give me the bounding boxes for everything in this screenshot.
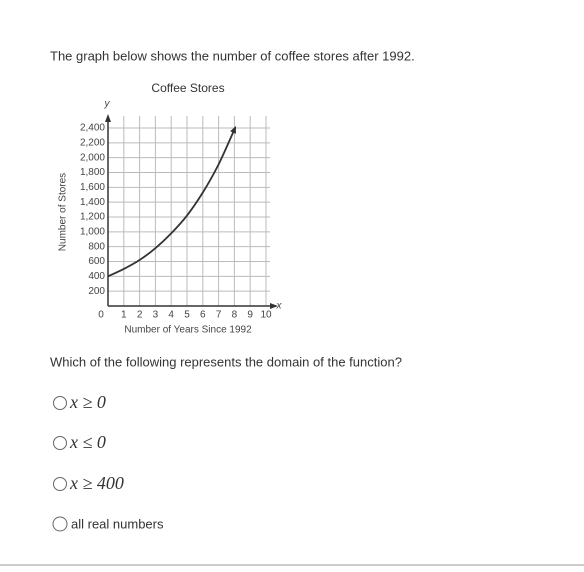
radio-button[interactable] xyxy=(53,436,67,450)
x-tick-label: 8 xyxy=(232,310,238,321)
x-tick-label: 7 xyxy=(216,310,222,321)
chart-title: Coffee Stores xyxy=(151,81,224,95)
y-tick-label: 2,200 xyxy=(80,137,105,148)
y-tick-label: 1,200 xyxy=(80,212,105,223)
x-axis-arrow xyxy=(270,303,278,309)
y-tick-label: 2,400 xyxy=(80,123,105,134)
x-tick-label: 9 xyxy=(247,310,253,321)
x-tick-label: 4 xyxy=(168,310,174,321)
line-arrow xyxy=(230,125,237,134)
option-label[interactable]: all real numbers xyxy=(71,516,164,531)
y-axis-title: Number of Stores xyxy=(58,173,69,251)
radio-button[interactable] xyxy=(53,396,67,410)
y-tick-label: 2,000 xyxy=(80,152,105,163)
y-tick-label: 1,600 xyxy=(80,182,105,193)
option-label[interactable]: x ≥ 400 xyxy=(69,473,124,493)
prompt: Which of the following represents the do… xyxy=(50,354,402,369)
y-tick-label: 200 xyxy=(88,286,105,297)
question: The graph below shows the number of coff… xyxy=(50,48,415,63)
radio-button[interactable] xyxy=(53,477,67,491)
y-axis-arrow xyxy=(105,114,111,122)
x-tick-label: 1 xyxy=(121,310,127,321)
x-tick-label: 5 xyxy=(184,310,190,321)
x-tick-label: 2 xyxy=(137,310,143,321)
x-tick-label: 6 xyxy=(200,310,206,321)
option-label[interactable]: x ≤ 0 xyxy=(69,432,106,452)
x-axis-title: Number of Years Since 1992 xyxy=(124,325,252,336)
y-tick-label: 800 xyxy=(88,241,105,252)
line xyxy=(107,129,236,278)
y-tick-label: 600 xyxy=(88,256,105,267)
x-tick-label: 10 xyxy=(260,310,272,321)
y-symbol: y xyxy=(104,99,111,110)
x-tick-label: 3 xyxy=(153,310,159,321)
y-tick-label: 1,000 xyxy=(80,226,105,237)
x-tick-label: 0 xyxy=(98,310,104,321)
x-symbol: x xyxy=(276,301,283,312)
y-tick-label: 400 xyxy=(88,271,105,282)
option-label[interactable]: x ≥ 0 xyxy=(69,392,106,412)
radio-button[interactable] xyxy=(52,516,68,532)
y-tick-label: 1,800 xyxy=(80,167,105,178)
y-tick-label: 1,400 xyxy=(80,197,105,208)
